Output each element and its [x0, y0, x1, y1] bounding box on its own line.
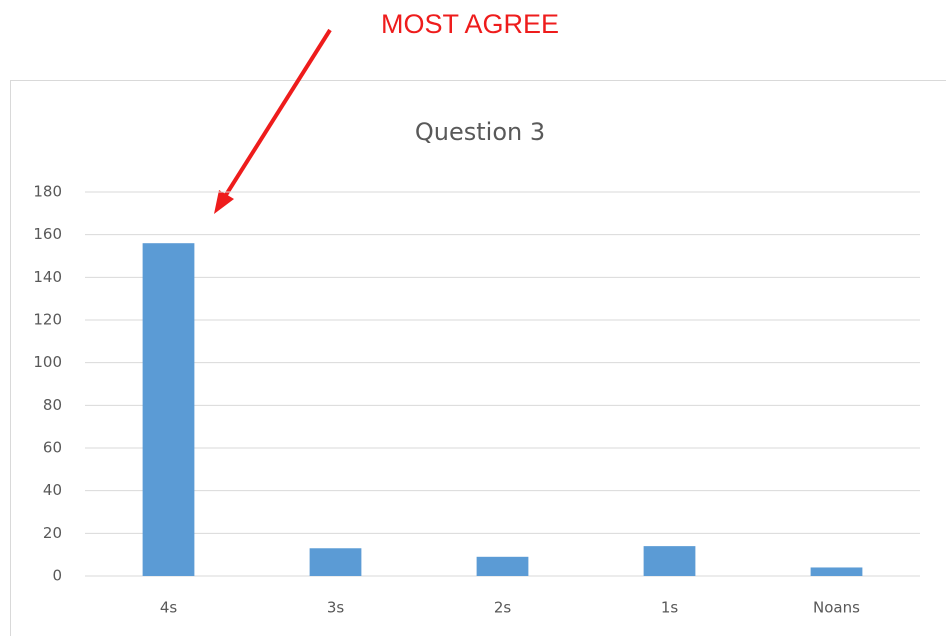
y-tick-label: 140: [33, 268, 62, 286]
chart-title: Question 3: [415, 118, 545, 146]
bar: [142, 243, 195, 576]
annotation-arrowhead: [214, 190, 234, 214]
y-tick-label: 120: [33, 311, 62, 329]
y-tick-label: 100: [33, 353, 62, 371]
bar: [309, 548, 362, 576]
x-tick-label: 1s: [661, 599, 679, 617]
y-tick-label: 180: [33, 183, 62, 201]
x-tick-label: 4s: [160, 599, 178, 617]
annotation: MOST AGREE: [381, 9, 559, 39]
annotation-arrow: [222, 28, 332, 200]
y-tick-label: 160: [33, 225, 62, 243]
x-tick-label: 3s: [327, 599, 345, 617]
bar: [476, 556, 529, 576]
bar: [810, 567, 863, 576]
x-tick-label: 2s: [494, 599, 512, 617]
plot-area: 0 20 40 60 80 100 120 140 160 180 4s 3s 2s 1s Noans: [33, 183, 920, 617]
y-tick-label: 80: [43, 396, 62, 414]
y-tick-label: 40: [43, 481, 62, 499]
y-tick-label: 60: [43, 439, 62, 457]
x-tick-label: Noans: [813, 599, 860, 617]
y-tick-label: 0: [52, 567, 62, 585]
bar: [643, 546, 696, 576]
y-tick-label: 20: [43, 524, 62, 542]
